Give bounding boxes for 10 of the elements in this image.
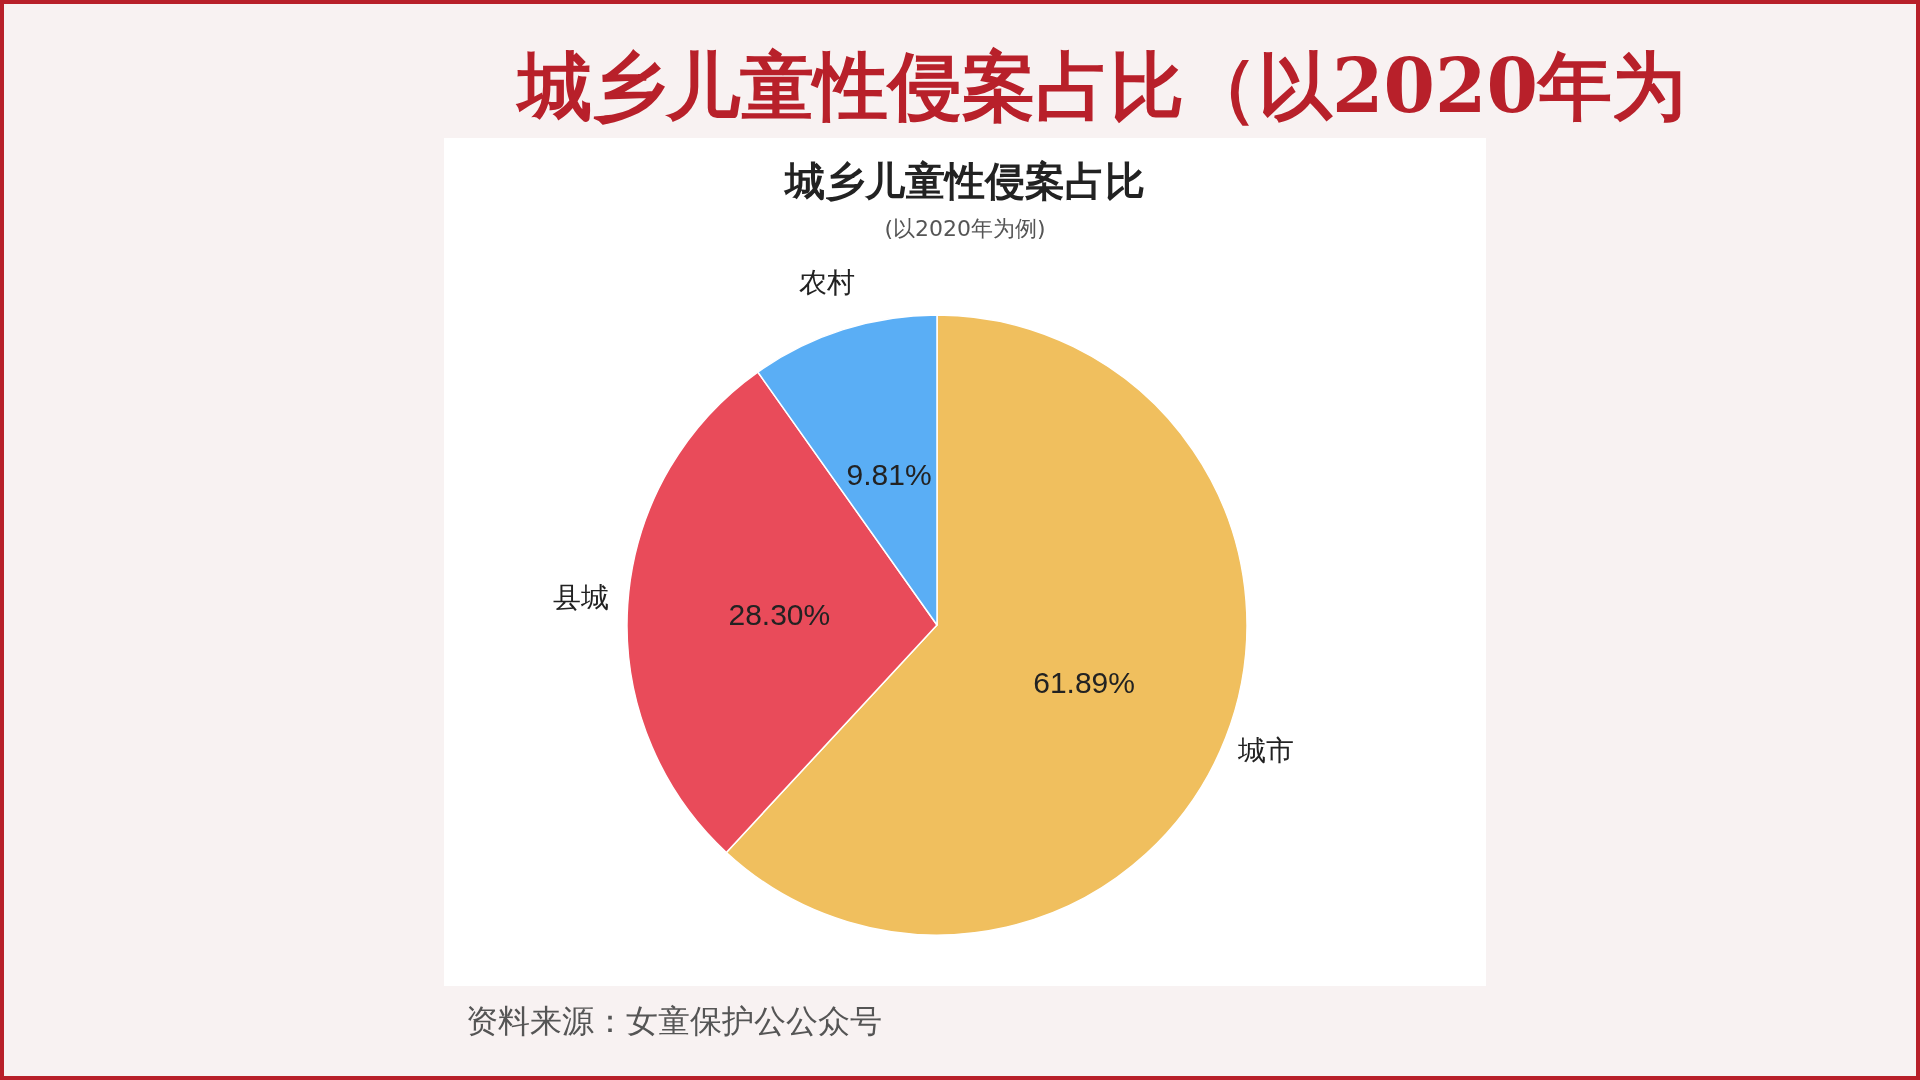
data-label: 61.89% xyxy=(1033,666,1135,700)
text: 资料来源：女童保护公公众号 xyxy=(466,1001,882,1042)
slice-label: 县城 xyxy=(552,582,609,614)
slice-label: 农村 xyxy=(799,267,856,299)
data-label: 9.81% xyxy=(846,457,932,491)
data-label: 28.30% xyxy=(728,598,831,632)
chart-title: 城乡儿童性侵案占比 xyxy=(783,158,1145,204)
slice-label: 城市 xyxy=(1236,735,1294,767)
text: 城乡儿童性侵案占比（以2020年为 xyxy=(518,42,1686,131)
chart-subtitle: (以2020年为例) xyxy=(884,215,1046,241)
